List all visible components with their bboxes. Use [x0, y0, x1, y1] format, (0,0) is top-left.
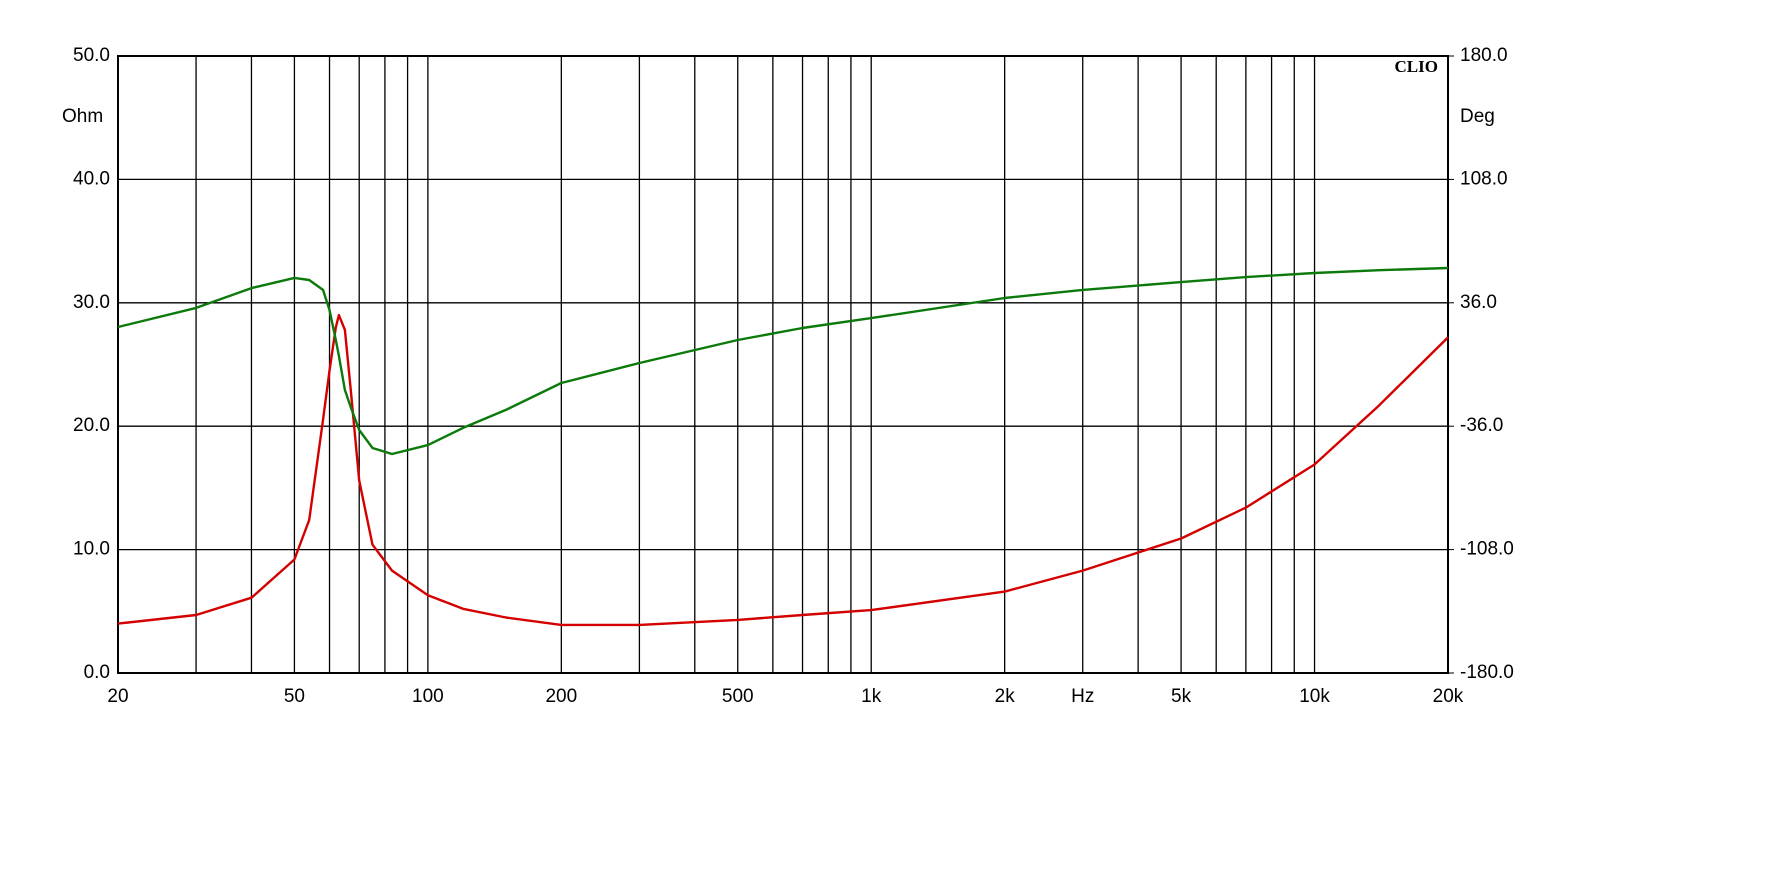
- y2-tick-label: 36.0: [1460, 292, 1497, 313]
- y2-tick-label: 108.0: [1460, 168, 1508, 189]
- y2-tick-label: -108.0: [1460, 539, 1514, 560]
- x-tick-label: Hz: [1071, 686, 1094, 707]
- x-tick-label: 1k: [861, 686, 882, 707]
- y-tick-label: 50.0: [73, 45, 110, 66]
- y-tick-label: 30.0: [73, 292, 110, 313]
- y2-axis-label: Deg: [1460, 106, 1495, 127]
- y-tick-label: 0.0: [84, 662, 110, 683]
- y2-tick-label: 180.0: [1460, 45, 1508, 66]
- x-tick-label: 500: [722, 686, 754, 707]
- series-line: [117, 313, 1449, 627]
- x-tick-label: 20k: [1433, 686, 1464, 707]
- x-tick-label: 20: [107, 686, 128, 707]
- plot-frame: [117, 55, 1449, 674]
- y-tick-label: 20.0: [73, 415, 110, 436]
- brand-label: CLIO: [1395, 57, 1438, 76]
- x-tick-label: 2k: [995, 686, 1016, 707]
- x-tick-label: 50: [284, 686, 305, 707]
- series-line: [117, 266, 1449, 456]
- y-tick-label: 10.0: [73, 539, 110, 560]
- y2-tick-label: -180.0: [1460, 662, 1514, 683]
- y-axis-label: Ohm: [62, 106, 103, 127]
- y2-tick-label: -36.0: [1460, 415, 1503, 436]
- x-tick-label: 100: [412, 686, 444, 707]
- x-tick-label: 5k: [1171, 686, 1192, 707]
- x-tick-label: 200: [545, 686, 577, 707]
- x-tick-label: 10k: [1299, 686, 1330, 707]
- y-tick-label: 40.0: [73, 168, 110, 189]
